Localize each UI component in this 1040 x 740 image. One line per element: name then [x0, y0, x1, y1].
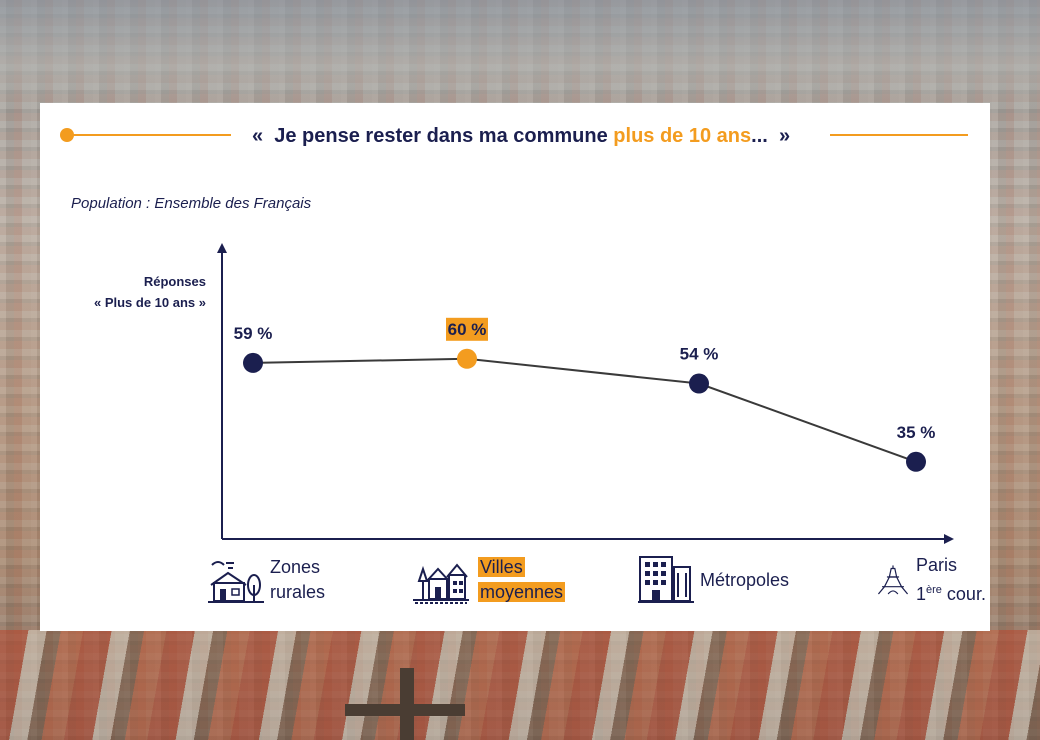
category-label-line2-rest: cour. — [941, 584, 986, 604]
data-label: 54 % — [680, 345, 719, 364]
category-label-metropoles: Métropoles — [700, 568, 789, 593]
category-zones-rurales: Zones rurales — [208, 552, 325, 608]
data-label-highlight — [446, 317, 488, 341]
rural-house-icon — [208, 561, 264, 603]
population-note: Population : Ensemble des Français — [71, 195, 312, 212]
data-label: 35 % — [897, 423, 936, 442]
category-label-line1: Métropoles — [700, 569, 790, 590]
category-label-line2: rurales — [270, 582, 326, 602]
category-label-line1: Paris — [916, 555, 958, 575]
category-paris: Paris 1ère cour. — [876, 552, 986, 608]
series-layer: 59 % 60 % 54 % 35 % — [234, 317, 936, 472]
title-text: Je pense rester dans ma commune — [274, 125, 608, 147]
data-point — [457, 348, 477, 369]
y-axis-label-line1: Réponses — [143, 274, 206, 289]
background-sky — [0, 0, 1040, 110]
category-villes-moyennes: Villes moyennes — [410, 552, 566, 608]
y-axis-label: Réponses « Plus de 10 ans » — [62, 271, 206, 313]
y-axis-label-line2: « Plus de 10 ans » — [93, 295, 206, 310]
data-label: 59 % — [234, 324, 273, 343]
category-label-zones-rurales: Zones rurales — [270, 555, 325, 605]
title-rule-right — [830, 134, 968, 136]
town-houses-icon — [413, 563, 469, 604]
eiffel-tower-icon — [877, 565, 909, 595]
category-metropoles: Métropoles — [638, 552, 789, 608]
data-point — [689, 373, 709, 394]
background-rooftops — [0, 630, 1040, 740]
title-rule-left — [68, 134, 231, 136]
category-label-line1: Zones — [270, 557, 321, 577]
category-label-line1: Villes — [478, 557, 525, 577]
data-point — [243, 352, 263, 373]
cross-silhouette — [345, 668, 465, 740]
title-ellipsis: ... — [751, 125, 768, 147]
title-quote-close: » — [778, 125, 791, 147]
category-label-superscript: ère — [926, 584, 942, 596]
title-quote-open: « — [252, 125, 264, 147]
data-label: 60 % — [448, 320, 487, 339]
x-axis-arrow — [944, 534, 954, 544]
data-point — [906, 451, 926, 472]
y-axis-arrow — [217, 243, 227, 253]
category-label-line2: moyennes — [478, 582, 566, 602]
series-line — [252, 357, 917, 463]
title-dot-icon — [60, 128, 74, 142]
category-label-paris: Paris 1ère cour. — [916, 553, 986, 607]
chart-card: « Je pense rester dans ma commune plus d… — [40, 103, 990, 631]
line-chart: 59 % 60 % 54 % 35 % — [217, 243, 954, 544]
title-highlight: plus de 10 ans — [613, 125, 752, 147]
category-label-villes-moyennes: Villes moyennes — [478, 555, 566, 605]
chart-title: « Je pense rester dans ma commune plus d… — [252, 121, 832, 151]
city-buildings-icon — [638, 556, 694, 603]
category-label-line2: 1 — [916, 584, 927, 604]
